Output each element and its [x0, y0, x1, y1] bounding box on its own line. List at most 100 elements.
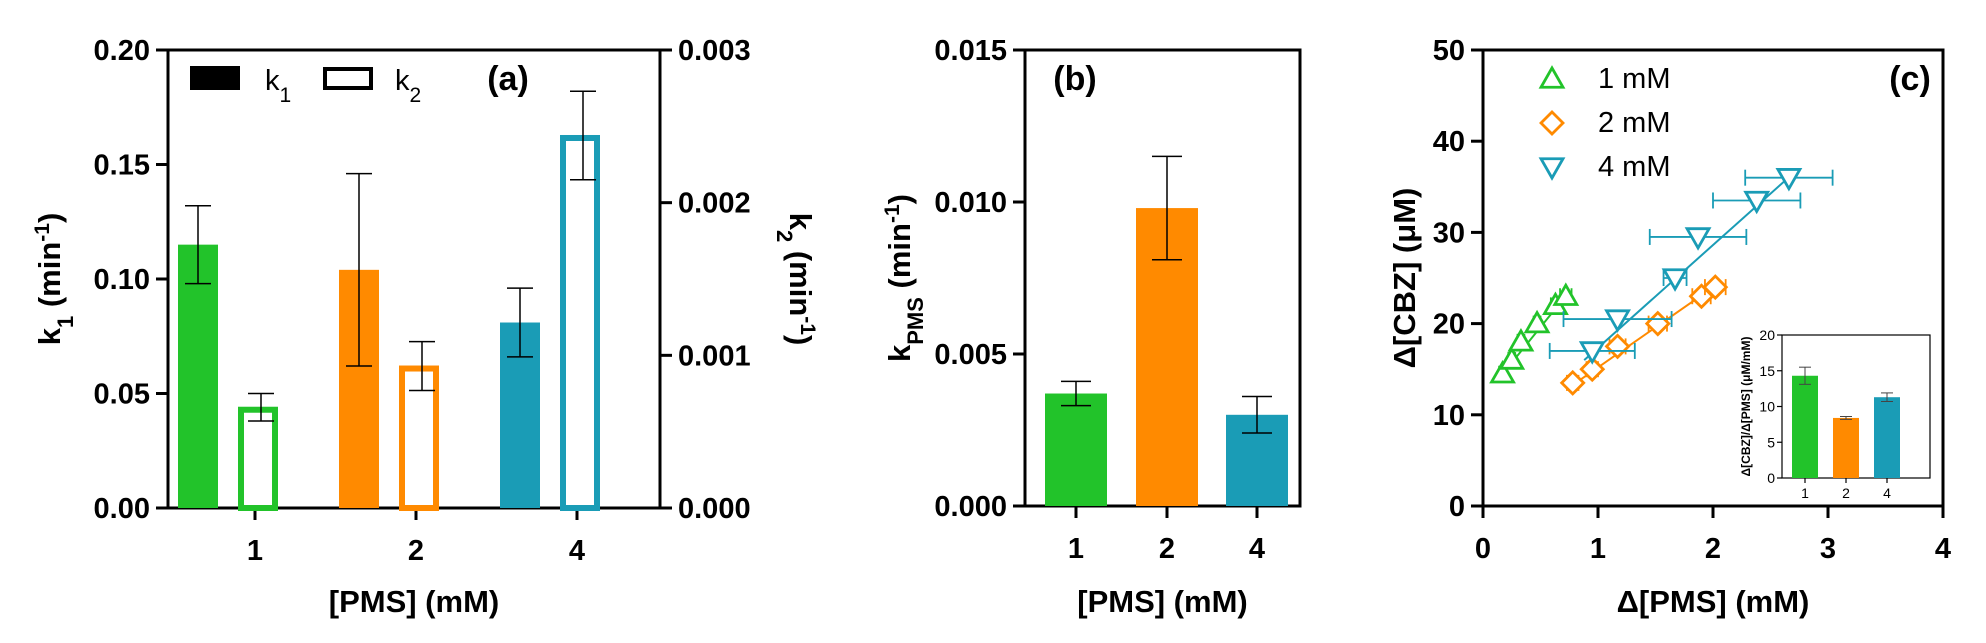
data-point	[1507, 328, 1535, 352]
inset-x-tick-label: 4	[1883, 485, 1891, 501]
y-axis-label: Δ[CBZ] (μM)	[1387, 188, 1422, 369]
y-tick-label: 0.000	[934, 491, 1007, 523]
y-tick-label: 40	[1433, 126, 1465, 158]
y-axis-label-right-sub: 2	[773, 230, 798, 242]
x-tick-label: 0	[1475, 533, 1491, 565]
y-right-tick-label: 0.001	[678, 340, 751, 372]
y-tick-label: 0	[1449, 491, 1465, 523]
series-3	[1548, 168, 1834, 365]
y-left-tick-label: 0.20	[94, 35, 150, 67]
y-right-tick-label: 0.002	[678, 188, 751, 220]
y-right-tick-label: 0.000	[678, 493, 751, 525]
bar-k1	[178, 244, 218, 508]
data-point	[1552, 282, 1580, 306]
legend-k1-sub: 1	[280, 84, 292, 107]
y-axis-label-sub: PMS	[903, 297, 928, 345]
inset-y-tick-label: 10	[1759, 399, 1775, 415]
inset-y-tick-label: 15	[1759, 363, 1775, 379]
y-axis-label-left-unit: (min	[32, 242, 67, 316]
legend-marker-2	[1539, 110, 1565, 136]
panel-label: (a)	[487, 60, 529, 98]
y-axis-label-left: k1 (min-1)	[31, 213, 78, 346]
y-tick-label: 50	[1433, 35, 1465, 67]
y-axis-label-left-sup: -1	[31, 223, 54, 242]
data-point	[1578, 341, 1606, 365]
data-point	[1684, 227, 1712, 251]
y-tick-label: 0.010	[934, 187, 1007, 219]
y-axis-label-left-unit-close: )	[32, 213, 67, 223]
y-axis-label-base: k	[882, 344, 917, 362]
data-point	[1579, 356, 1606, 383]
x-axis-label: [PMS] (mM)	[1077, 584, 1247, 619]
bar-k2	[238, 406, 278, 511]
panel-label: (c)	[1889, 60, 1931, 98]
inset-x-tick-label: 2	[1842, 485, 1850, 501]
y-tick-label: 0.005	[934, 339, 1007, 371]
inset-bar	[1792, 375, 1818, 478]
inset-y-axis-label: Δ[CBZ]/Δ[PMS] (μM/mM)	[1739, 337, 1753, 477]
x-tick-label: 2	[1159, 533, 1175, 565]
y-left-tick-label: 0.15	[94, 150, 150, 182]
data-point	[1775, 168, 1803, 192]
x-tick-label: 4	[1935, 533, 1951, 565]
y-left-tick-label: 0.00	[94, 493, 150, 525]
x-tick-label: 4	[569, 535, 585, 567]
y-axis-label-sup: -1	[881, 204, 904, 223]
x-tick-label: 3	[1820, 533, 1836, 565]
panel-b: 0.000 0.005 0.010 0.015 1 2 4 (b) kPMS (min-1) [P…	[881, 35, 1302, 619]
legend-marker-1	[1538, 65, 1566, 89]
legend-swatch-k1	[190, 66, 240, 90]
bar-k2	[560, 134, 600, 511]
y-axis-label-unit-close: )	[882, 194, 917, 204]
x-tick-label: 1	[1068, 533, 1084, 565]
y-right-tick-label: 0.003	[678, 35, 751, 67]
x-axis-label: Δ[PMS] (mM)	[1617, 584, 1810, 619]
y-tick-label: 10	[1433, 400, 1465, 432]
y-axis-label-right-base: k	[783, 213, 818, 231]
x-tick-label: 4	[1249, 533, 1265, 565]
legend-marker-3	[1538, 157, 1566, 181]
y-axis-label-right-unit: (min	[783, 242, 818, 316]
data-point	[1743, 190, 1771, 215]
legend-k2-sub: 2	[410, 84, 422, 107]
bar	[1045, 393, 1107, 506]
y-axis-label-right: k2 (min-1)	[773, 213, 820, 346]
y-axis-label-left-sub: 1	[53, 316, 78, 328]
legend-label-1: 1 mM	[1598, 63, 1671, 95]
bar-k2	[399, 365, 439, 511]
inset-y-tick-label: 20	[1759, 327, 1775, 343]
legend-swatch-k2	[323, 67, 373, 90]
y-axis-label-right-unit-close: )	[783, 335, 818, 345]
legend-k1-base: k	[265, 65, 280, 97]
data-point	[1702, 274, 1729, 301]
panel-a: 0.00 0.05 0.10 0.15 0.20 0.000 0.001 0.002 0.003…	[31, 35, 820, 619]
inset-bar	[1833, 417, 1859, 478]
series-2	[1559, 274, 1729, 396]
y-tick-label: 20	[1433, 309, 1465, 341]
legend-label-3: 4 mM	[1598, 151, 1671, 183]
data-point	[1604, 333, 1631, 360]
inset-x-tick-label: 1	[1801, 485, 1809, 501]
inset-bar	[1874, 397, 1900, 478]
x-axis-label: [PMS] (mM)	[329, 584, 499, 619]
y-axis-label-left-base: k	[32, 327, 67, 345]
x-tick-label: 2	[1705, 533, 1721, 565]
legend-label-2: 2 mM	[1598, 107, 1671, 139]
y-left-tick-label: 0.10	[94, 264, 150, 296]
y-axis-label-right-sup: -1	[797, 316, 820, 335]
series-1	[1489, 282, 1580, 384]
y-left-tick-label: 0.05	[94, 379, 150, 411]
y-tick-label: 0.015	[934, 35, 1007, 67]
inset-y-tick-label: 0	[1767, 470, 1775, 486]
x-tick-label: 1	[247, 535, 263, 567]
legend-label-k2: k2	[395, 65, 421, 107]
data-point	[1523, 309, 1551, 334]
inset-y-tick-label: 5	[1767, 434, 1775, 450]
panel-label: (b)	[1053, 60, 1096, 98]
y-axis-label-unit: (min	[882, 223, 917, 297]
data-point	[1604, 309, 1631, 333]
legend-label-k1: k1	[265, 65, 291, 107]
y-tick-label: 30	[1433, 217, 1465, 249]
